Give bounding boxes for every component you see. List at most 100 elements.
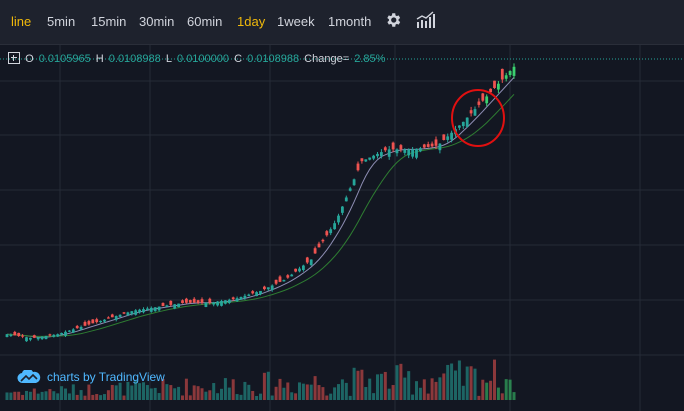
candle-body [333,223,336,230]
candle-body [126,312,130,316]
candle-body [500,68,504,80]
volume-bar [67,393,71,400]
change-label: Change= [304,53,350,65]
volume-bar [411,394,415,400]
volume-bar [255,395,259,400]
volume-bar [352,367,356,400]
candle-body [450,132,453,140]
volume-bar [403,377,407,400]
indicators-icon[interactable] [416,11,435,29]
candle-body [212,302,216,305]
volume-bar [118,382,122,400]
volume-bar [274,386,278,400]
candle-body [17,332,21,337]
volume-bar [173,388,177,400]
price-chart[interactable] [0,45,684,411]
candle-body [298,268,301,272]
candle-body [99,320,102,323]
candle-body [407,149,411,156]
volume-bar [114,385,118,400]
volume-bar [469,366,473,400]
volume-bar [450,363,454,400]
volume-bar [5,392,9,400]
chart-type-line[interactable]: line [11,14,32,29]
chart-grid [0,45,684,411]
volume-bar [262,372,266,400]
volume-bar [356,370,360,400]
candle-body [469,110,473,114]
volume-bar [106,390,110,400]
volume-bar [138,383,142,400]
volume-bar [48,389,52,400]
gear-icon[interactable] [384,11,402,29]
volume-bar [9,392,13,400]
volume-bar [461,385,465,400]
volume-bar [442,373,446,400]
timeframe-1month[interactable]: 1month [328,14,372,29]
candle-body [103,319,106,322]
volume-bar [477,395,481,400]
volume-bar [391,385,395,400]
candle-body [204,302,208,307]
candle-body [110,314,114,318]
legend-toggle-icon[interactable] [8,52,20,64]
volume-bar [235,394,239,400]
volume-bar [282,387,286,400]
timeframe-30min[interactable]: 30min [139,14,175,29]
volume-bar [395,365,399,400]
candle-body [153,307,157,312]
candle-body [239,296,243,300]
candle-body [216,301,219,306]
candle-body [157,306,161,311]
volume-bar [110,384,114,400]
candle-body [422,144,426,148]
candle-body [200,299,204,303]
open-label: O [25,53,34,65]
candle-body [259,290,262,295]
candle-body [403,149,407,153]
volume-bar [32,388,36,400]
candle-body [286,275,290,278]
volume-bar [290,392,294,400]
candle-body [36,337,40,340]
volume-bar [383,371,387,400]
timeframe-60min[interactable]: 60min [187,14,223,29]
volume-bar [313,376,317,400]
volume-bar [493,359,496,400]
volume-bar [454,370,457,400]
volume-bar [75,394,79,400]
candle-body [391,142,395,150]
timeframe-1day[interactable]: 1day [237,14,266,29]
timeframe-1week[interactable]: 1week [277,14,315,29]
candle-body [278,276,282,282]
volume-bar [348,395,352,400]
volume-bar [438,377,442,400]
candle-body [75,325,79,329]
timeframe-15min[interactable]: 15min [91,14,127,29]
candle-body [146,308,149,310]
candle-body [270,285,274,290]
volume-bar [91,394,95,400]
volume-bar [481,379,485,400]
volume-bar [407,371,411,400]
branding-text: charts by TradingView [47,370,165,384]
candle-body [165,305,169,307]
volume-bar [333,387,337,400]
candle-body [434,139,438,146]
volume-bar [305,384,309,400]
candle-body [352,179,356,186]
volume-bar [13,391,17,400]
volume-bar [321,387,325,400]
timeframe-5min[interactable]: 5min [47,14,76,29]
tradingview-branding[interactable]: charts by TradingView [17,370,165,384]
volume-bar [208,390,212,400]
volume-bar [64,388,67,400]
volume-bars [5,359,516,400]
candle-body [161,302,165,307]
candle-body [360,158,364,162]
candle-body [512,66,516,76]
candle-body [196,300,200,303]
volume-bar [485,382,489,400]
red-circle-annotation [451,89,505,147]
volume-bar [122,395,126,400]
